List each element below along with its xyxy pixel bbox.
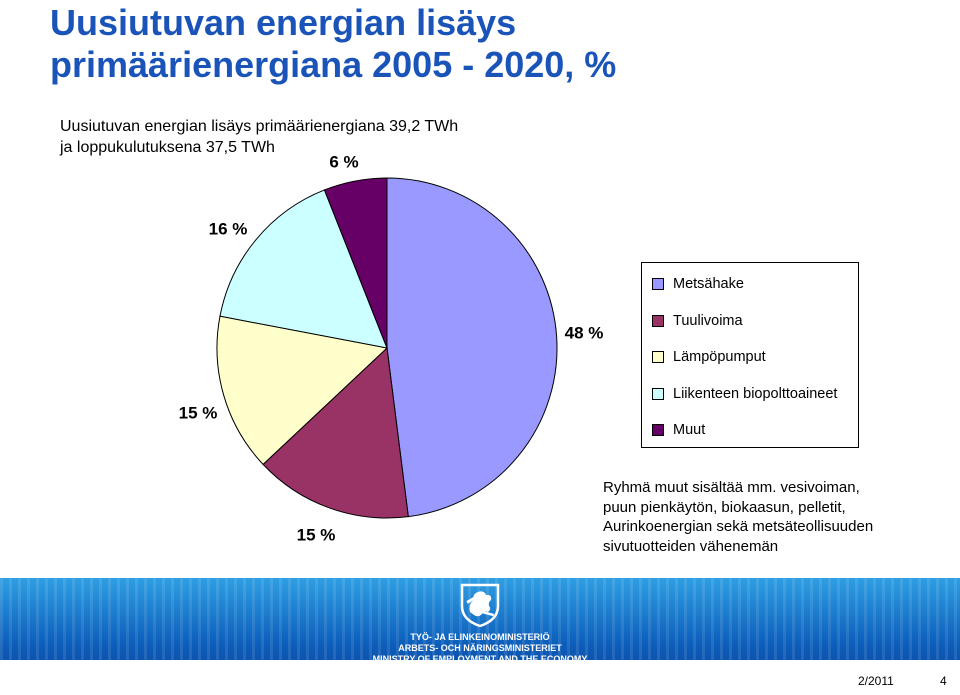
legend-swatch xyxy=(652,278,664,290)
slide-number: 4 xyxy=(940,674,947,688)
legend-swatch xyxy=(652,424,664,436)
legend-label: Muut xyxy=(673,422,706,438)
data-label-1: 48 % xyxy=(565,323,604,342)
legend-swatch xyxy=(652,351,664,363)
data-label-2: 15 % xyxy=(297,525,336,544)
note-line-3: Aurinkoenergian sekä metsäteollisuuden xyxy=(603,518,874,535)
legend-item-5: Muut xyxy=(652,420,705,440)
legend-label: Lämpöpumput xyxy=(673,349,766,365)
slide-date: 2/2011 xyxy=(858,674,894,688)
note-line-2: puun pienkäytön, biokaasun, pelletit, xyxy=(603,498,846,516)
pie-slice-1 xyxy=(386,177,558,518)
ministry-name-en: MINISTRY OF EMPLOYMENT AND THE ECONOMY xyxy=(372,654,588,664)
ministry-name: TYÖ- JA ELINKEINOMINISTERIÖ ARBETS- OCH … xyxy=(330,632,630,665)
note-line-1: Ryhmä muut sisältää mm. vesivoiman, xyxy=(603,479,860,496)
data-label-5: 6 % xyxy=(329,152,358,171)
ministry-name-fi: TYÖ- JA ELINKEINOMINISTERIÖ xyxy=(410,632,550,642)
legend-item-3: Lämpöpumput xyxy=(652,347,766,367)
legend-label: Liikenteen biopolttoaineet xyxy=(673,385,838,402)
note-line-4: sivutuotteiden vähenemän xyxy=(603,537,779,555)
legend-swatch xyxy=(652,387,664,400)
title-line-1: Uusiutuvan energian lisäys xyxy=(50,2,517,43)
pie-slices xyxy=(216,177,558,519)
ministry-name-sv: ARBETS- OCH NÄRINGSMINISTERIET xyxy=(398,643,562,653)
legend-label: Metsähake xyxy=(673,276,744,292)
footer-bottom xyxy=(0,660,960,695)
data-label-3: 15 % xyxy=(179,403,218,422)
legend-item-2: Tuulivoima xyxy=(652,311,743,331)
legend-swatch xyxy=(652,314,664,327)
slide-title: Uusiutuvan energian lisäys primäärienerg… xyxy=(50,2,940,86)
pie-slice-3 xyxy=(216,315,389,466)
pie-slice-2 xyxy=(262,346,409,519)
chart-legend: Metsähake Tuulivoima Lämpöpumput Liikenteen… xyxy=(641,262,859,448)
title-line-2: primäärienergiana 2005 - 2020, % xyxy=(50,44,617,85)
legend-item-4: Liikenteen biopolttoaineet xyxy=(652,384,837,404)
pie-slice-4 xyxy=(219,189,388,349)
subtitle-line-2: ja loppukulutuksena 37,5 TWh xyxy=(60,139,275,156)
subtitle-line-1: Uusiutuvan energian lisäys primäärienerg… xyxy=(60,118,459,135)
pie-slice-5 xyxy=(323,177,388,349)
legend-item-1: Metsähake xyxy=(652,274,744,294)
data-label-4: 16 % xyxy=(209,219,248,238)
chart-subtitle: Uusiutuvan energian lisäys primäärienerg… xyxy=(60,116,580,158)
lion-coat-of-arms-icon xyxy=(460,583,500,628)
legend-label: Tuulivoima xyxy=(673,312,743,329)
pie-data-labels: 48 % 15 % 15 % 16 % 6 % xyxy=(179,152,604,544)
pie-chart: 48 % 15 % 15 % 16 % 6 % xyxy=(179,152,604,544)
chart-note: Ryhmä muut sisältää mm. vesivoiman, puun … xyxy=(603,478,953,556)
